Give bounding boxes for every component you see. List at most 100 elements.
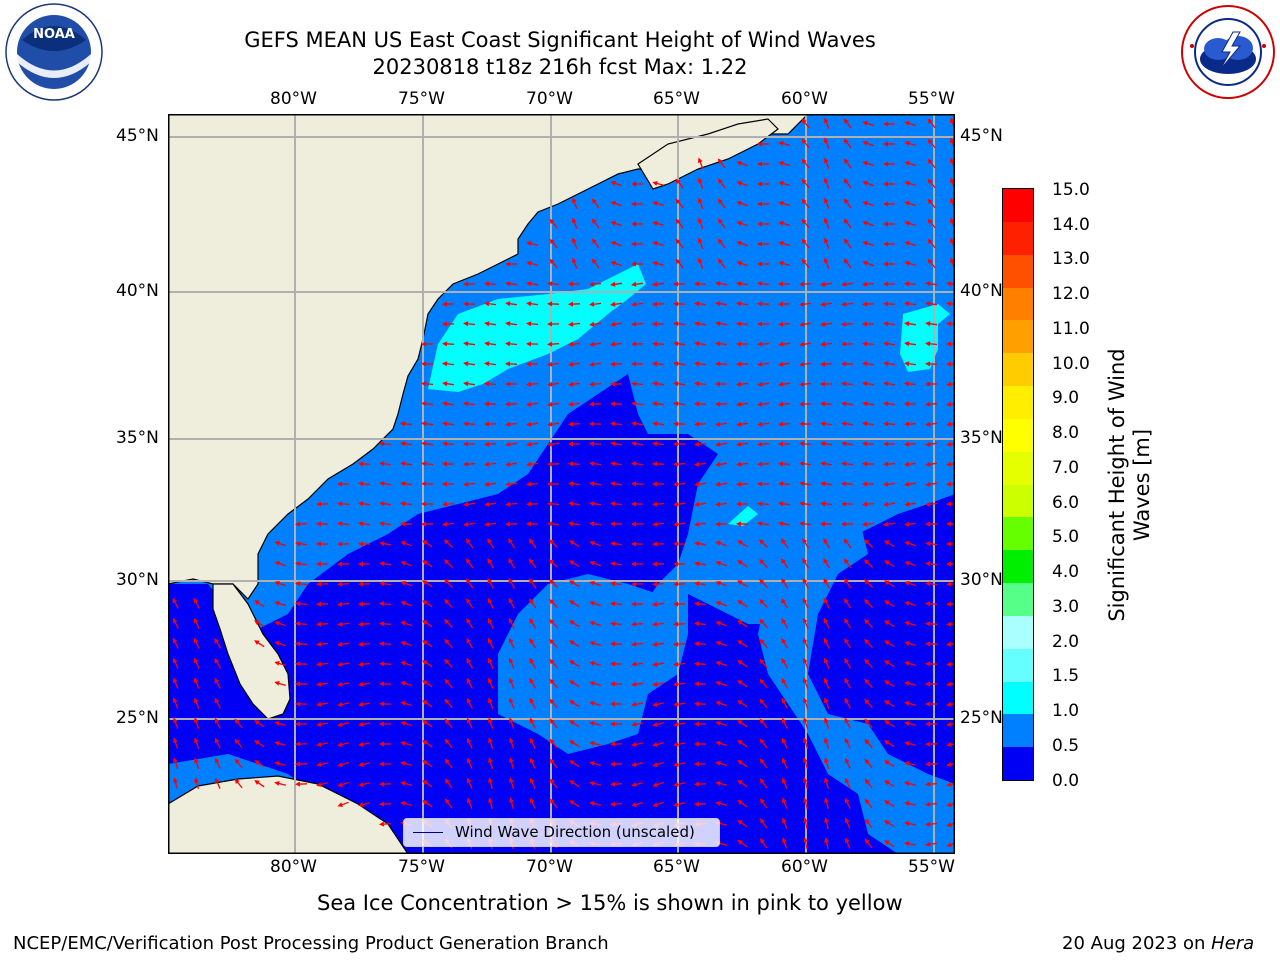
wave-direction-arrow bbox=[358, 541, 371, 547]
lon-label-top-4: 65°W bbox=[653, 89, 700, 109]
wave-direction-arrow bbox=[673, 641, 686, 647]
wave-direction-arrow bbox=[737, 540, 748, 548]
wave-direction-arrow bbox=[757, 421, 770, 427]
wave-direction-arrow bbox=[589, 321, 601, 327]
wave-direction-arrow bbox=[715, 321, 728, 327]
wave-direction-arrow bbox=[673, 741, 686, 747]
wave-direction-arrow bbox=[823, 137, 830, 149]
wave-direction-arrow bbox=[526, 301, 539, 307]
wave-direction-arrow bbox=[631, 321, 644, 327]
wave-direction-arrow bbox=[862, 501, 875, 507]
wave-direction-arrow bbox=[946, 381, 955, 387]
wave-direction-arrow bbox=[946, 721, 955, 727]
wave-direction-arrow bbox=[781, 657, 789, 669]
wave-direction-arrow bbox=[778, 461, 791, 467]
wave-direction-arrow bbox=[358, 721, 371, 727]
wave-direction-arrow bbox=[925, 701, 937, 707]
wave-direction-arrow bbox=[759, 559, 768, 568]
wave-direction-arrow bbox=[841, 401, 854, 407]
wave-direction-arrow bbox=[673, 341, 686, 347]
wave-direction-arrow bbox=[757, 321, 770, 327]
wave-direction-arrow bbox=[274, 681, 286, 687]
wave-direction-arrow bbox=[862, 401, 874, 407]
wave-direction-arrow bbox=[631, 281, 643, 287]
wave-direction-arrow bbox=[737, 839, 748, 848]
wave-direction-arrow bbox=[569, 720, 580, 728]
wave-direction-arrow bbox=[778, 341, 791, 347]
wave-direction-arrow bbox=[715, 541, 727, 547]
colorbar-band bbox=[1003, 254, 1033, 288]
wave-direction-arrow bbox=[194, 737, 200, 749]
wave-direction-arrow bbox=[631, 641, 644, 647]
wave-direction-arrow bbox=[589, 681, 601, 686]
wave-direction-arrow bbox=[400, 741, 412, 746]
wave-direction-arrow bbox=[444, 758, 453, 769]
wave-direction-arrow bbox=[528, 558, 537, 569]
wave-direction-arrow bbox=[610, 481, 623, 487]
wave-direction-arrow bbox=[509, 717, 515, 729]
wave-direction-arrow bbox=[820, 281, 833, 287]
wave-direction-arrow bbox=[927, 198, 936, 209]
wave-direction-arrow bbox=[463, 441, 475, 447]
wave-direction-arrow bbox=[214, 737, 221, 749]
colorbar-label-line2: Waves [m] bbox=[1130, 428, 1154, 542]
wave-direction-arrow bbox=[610, 501, 623, 507]
wave-direction-arrow bbox=[589, 801, 602, 806]
wave-direction-arrow bbox=[820, 341, 833, 347]
wave-direction-arrow bbox=[274, 721, 286, 726]
wave-direction-arrow bbox=[337, 561, 350, 567]
wave-direction-arrow bbox=[508, 617, 515, 629]
wave-direction-arrow bbox=[759, 658, 768, 669]
wave-direction-arrow bbox=[904, 181, 916, 187]
wave-direction-arrow bbox=[904, 381, 917, 387]
wave-direction-arrow bbox=[737, 780, 748, 788]
wave-direction-arrow bbox=[799, 421, 812, 427]
wave-direction-arrow bbox=[904, 221, 916, 227]
wave-direction-arrow bbox=[925, 441, 937, 447]
wave-direction-arrow bbox=[652, 241, 664, 246]
wave-direction-arrow bbox=[946, 661, 955, 667]
wave-direction-arrow bbox=[694, 341, 706, 347]
lat-label-left-5: 25°N bbox=[116, 708, 159, 728]
wave-direction-arrow bbox=[737, 800, 748, 808]
wave-direction-arrow bbox=[549, 579, 559, 588]
wave-direction-arrow bbox=[717, 218, 726, 229]
wave-direction-arrow bbox=[697, 177, 704, 189]
wave-direction-arrow bbox=[757, 361, 770, 367]
wave-direction-arrow bbox=[799, 481, 811, 487]
ocean-band-1.0-1.5-north bbox=[428, 264, 646, 392]
wave-direction-arrow bbox=[547, 481, 560, 487]
wave-direction-arrow bbox=[337, 781, 349, 787]
wave-direction-arrow bbox=[652, 441, 665, 447]
wave-direction-arrow bbox=[652, 601, 665, 607]
wave-direction-arrow bbox=[717, 238, 726, 249]
wave-direction-arrow bbox=[610, 741, 623, 747]
wave-direction-arrow bbox=[862, 281, 875, 287]
wave-direction-arrow bbox=[715, 281, 728, 287]
wave-direction-arrow bbox=[610, 341, 623, 347]
wave-direction-arrow bbox=[463, 461, 476, 467]
wave-direction-arrow bbox=[841, 321, 854, 327]
wave-direction-arrow bbox=[529, 638, 537, 649]
wave-direction-arrow bbox=[400, 721, 412, 727]
wave-direction-arrow bbox=[316, 701, 329, 707]
wave-direction-arrow bbox=[526, 381, 539, 387]
wave-direction-arrow bbox=[508, 558, 516, 569]
wave-direction-arrow bbox=[547, 321, 560, 327]
wave-direction-arrow bbox=[675, 218, 684, 229]
wave-direction-arrow bbox=[824, 797, 829, 809]
wave-direction-arrow bbox=[463, 401, 476, 407]
wave-direction-arrow bbox=[274, 601, 286, 607]
wave-direction-arrow bbox=[694, 521, 707, 527]
wave-direction-arrow bbox=[778, 201, 790, 207]
wave-direction-arrow bbox=[421, 401, 434, 407]
wave-direction-arrow bbox=[529, 717, 536, 729]
wave-direction-arrow bbox=[757, 521, 770, 527]
wave-direction-arrow bbox=[400, 701, 412, 707]
wave-direction-arrow bbox=[194, 717, 200, 729]
wave-direction-arrow bbox=[781, 737, 788, 749]
wave-direction-arrow bbox=[757, 201, 769, 207]
wave-direction-arrow bbox=[884, 740, 895, 748]
wave-direction-arrow bbox=[509, 777, 515, 789]
wave-direction-arrow bbox=[422, 620, 433, 628]
